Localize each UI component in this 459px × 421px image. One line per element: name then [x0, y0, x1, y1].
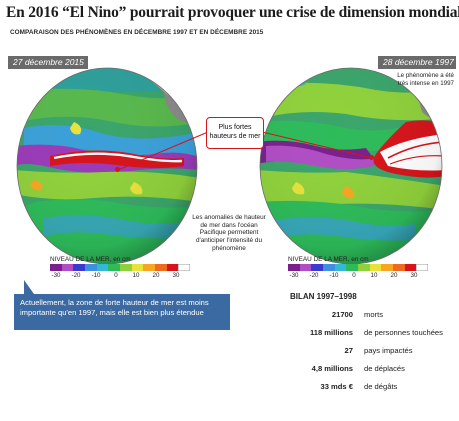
legend-tick-label: 0	[114, 272, 118, 279]
map-date-1997: 28 décembre 1997	[378, 56, 456, 69]
legend-tick-label: -20	[309, 272, 319, 279]
legend-tick-label: -30	[51, 272, 61, 279]
bilan-value: 21700	[331, 310, 353, 319]
legend-swatch	[131, 264, 144, 271]
legend-tick-label: -10	[91, 272, 101, 279]
legend-swatch	[166, 264, 179, 271]
bilan-value: 27	[344, 346, 353, 355]
globe-map-1997	[256, 62, 446, 266]
bilan-label: pays impactés	[364, 346, 413, 355]
legend-swatch	[334, 264, 347, 271]
legend-swatch	[404, 264, 417, 271]
callout-marker-right	[369, 155, 374, 160]
bilan-title: BILAN 1997–1998	[290, 292, 357, 301]
info-box: Actuellement, la zone de forte hauteur d…	[14, 294, 230, 330]
legend-colorbar	[50, 264, 191, 271]
callout-highest-sea-level: Plus fortes hauteurs de mer	[206, 117, 264, 149]
bilan-row: 33 mds € de dégâts	[240, 382, 455, 394]
legend-tick-label: -20	[71, 272, 81, 279]
legend-title: NIVEAU DE LA MER, en cm	[288, 256, 369, 263]
legend-swatch	[393, 264, 405, 271]
bilan-row: 4,8 millions de déplacés	[240, 364, 455, 376]
legend-tick-label: -10	[329, 272, 339, 279]
legend-swatch	[311, 264, 324, 271]
callout-marker-left	[115, 167, 120, 172]
legend-swatch	[155, 264, 167, 271]
legend-swatch	[85, 264, 97, 271]
legend-tick-label: 10	[370, 272, 378, 279]
legend-title: NIVEAU DE LA MER, en cm	[50, 256, 131, 263]
bilan-label: de personnes touchées	[364, 328, 443, 337]
bilan-value: 4,8 millions	[311, 364, 353, 373]
map-note-1997: Le phénomène a été très intense en 1997	[397, 72, 454, 87]
legend-swatch	[323, 264, 335, 271]
legend-tick-label: 20	[390, 272, 398, 279]
sea-level-legend-right: NIVEAU DE LA MER, en cm -30 -20 -10 0 10 20 30	[288, 256, 429, 280]
legend-tick-label: 30	[172, 272, 180, 279]
info-text: Actuellement, la zone de forte hauteur d…	[20, 298, 209, 317]
bilan-value: 118 millions	[309, 328, 353, 337]
legend-swatch	[381, 264, 394, 271]
sea-level-legend-left: NIVEAU DE LA MER, en cm -30 -20 -10 0 10 20 30	[50, 256, 191, 280]
bilan-row: 21700 morts	[240, 310, 455, 322]
legend-ticks: -30 -20 -10 0 10 20 30	[50, 271, 190, 280]
legend-tick-label: -30	[289, 272, 299, 279]
legend-swatch	[288, 264, 300, 271]
info-box-pointer	[24, 280, 34, 294]
legend-swatch	[96, 264, 109, 271]
legend-swatch	[50, 264, 62, 271]
legend-tick-label: 0	[352, 272, 356, 279]
explanation-text: Les anomalies de hauteur de mer dans l'o…	[192, 214, 266, 252]
globe-map-2015	[14, 62, 200, 266]
legend-ticks: -30 -20 -10 0 10 20 30	[288, 271, 428, 280]
legend-tick-label: 20	[152, 272, 160, 279]
legend-swatch	[61, 264, 74, 271]
legend-tick-label: 30	[410, 272, 418, 279]
bilan-label: de dégâts	[364, 382, 398, 391]
legend-swatch	[108, 264, 121, 271]
page-subtitle: COMPARAISON DES PHÉNOMÈNES EN DÉCEMBRE 1…	[10, 29, 264, 36]
legend-tick-label: 10	[132, 272, 140, 279]
bilan-label: de déplacés	[364, 364, 405, 373]
callout-label: Plus fortes hauteurs de mer	[209, 124, 261, 140]
legend-swatch	[73, 264, 86, 271]
legend-swatch	[178, 264, 191, 271]
bilan-row: 118 millions de personnes touchées	[240, 328, 455, 340]
page-title: En 2016 “El Nino” pourrait provoquer une…	[6, 4, 459, 21]
bilan-label: morts	[364, 310, 383, 319]
legend-swatch	[299, 264, 312, 271]
legend-swatch	[346, 264, 359, 271]
map-date-2015: 27 décembre 2015	[8, 56, 88, 69]
legend-colorbar	[288, 264, 429, 271]
legend-swatch	[358, 264, 370, 271]
legend-swatch	[143, 264, 156, 271]
bilan-row: 27 pays impactés	[240, 346, 455, 358]
legend-swatch	[120, 264, 132, 271]
legend-swatch	[416, 264, 429, 271]
bilan-value: 33 mds €	[320, 382, 353, 391]
legend-swatch	[369, 264, 382, 271]
